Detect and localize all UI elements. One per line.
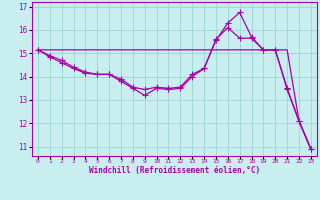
- X-axis label: Windchill (Refroidissement éolien,°C): Windchill (Refroidissement éolien,°C): [89, 166, 260, 175]
